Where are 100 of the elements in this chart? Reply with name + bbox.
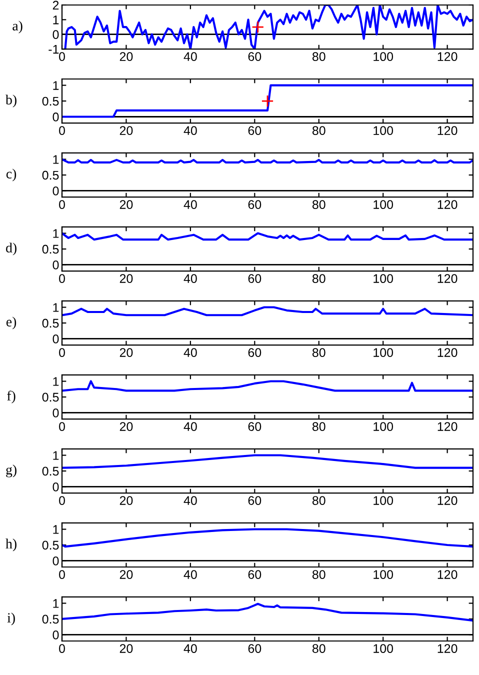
y-tick-label: 1 <box>53 81 59 90</box>
x-tick-label: 80 <box>312 200 326 209</box>
y-tick-label: 0 <box>52 186 59 196</box>
x-tick-label: 60 <box>248 570 262 579</box>
y-tick-label: 0.5 <box>42 244 59 254</box>
x-tick-label: 100 <box>374 644 394 653</box>
x-tick-label: 100 <box>374 348 394 357</box>
x-tick-label: 80 <box>312 570 326 579</box>
y-tick-label: 1 <box>53 599 59 608</box>
x-tick-label: 100 <box>374 52 394 62</box>
y-axis-title: i) <box>7 612 15 626</box>
x-tick-label: 0 <box>59 570 65 579</box>
y-tick-label: 0 <box>52 556 59 566</box>
x-tick-label: 40 <box>184 422 197 431</box>
x-tick-label: 40 <box>184 126 197 135</box>
x-tick-label: 40 <box>184 274 197 283</box>
y-tick-label: 1 <box>53 525 59 534</box>
x-tick-label: 120 <box>438 496 458 505</box>
x-tick-label: 60 <box>248 644 262 653</box>
y-tick-label: 0.5 <box>42 170 59 180</box>
x-tick-label: 0 <box>59 52 65 62</box>
y-tick-label: 0 <box>52 630 59 640</box>
x-tick-label: 20 <box>120 570 133 579</box>
x-tick-label: 0 <box>59 496 65 505</box>
x-tick-label: 60 <box>248 52 262 62</box>
y-tick-label: 2 <box>52 0 59 10</box>
y-tick-label: 1 <box>53 451 59 460</box>
x-tick-label: 120 <box>438 348 458 357</box>
y-tick-label: 1 <box>53 303 59 312</box>
x-tick-label: 100 <box>374 422 394 431</box>
y-tick-label: 0.5 <box>42 392 59 402</box>
line-series <box>62 454 473 469</box>
y-tick-label: 0.5 <box>42 540 59 550</box>
line-series <box>62 602 473 622</box>
y-axis-title: b) <box>6 94 16 108</box>
x-tick-label: 120 <box>438 570 458 579</box>
x-tick-label: 120 <box>438 200 458 209</box>
x-tick-label: 20 <box>120 126 133 135</box>
x-tick-label: 80 <box>312 644 326 653</box>
y-tick-label: 0 <box>52 112 59 122</box>
y-axis-title: g) <box>6 464 16 478</box>
x-tick-label: 40 <box>184 200 197 209</box>
x-tick-label: 0 <box>59 126 65 135</box>
line-series <box>62 528 473 548</box>
x-tick-label: 20 <box>120 52 133 62</box>
x-tick-label: 100 <box>374 126 394 135</box>
x-tick-label: 0 <box>59 422 65 431</box>
x-tick-label: 120 <box>438 126 458 135</box>
x-tick-label: 20 <box>120 274 133 283</box>
x-tick-label: 40 <box>184 570 197 579</box>
x-tick-label: 120 <box>438 422 458 431</box>
line-series <box>64 5 473 50</box>
x-tick-label: 80 <box>312 496 326 505</box>
x-tick-label: 60 <box>248 348 262 357</box>
x-tick-label: 40 <box>184 348 197 357</box>
y-tick-label: 0 <box>52 30 59 40</box>
y-axis-title: d) <box>6 242 16 256</box>
y-tick-label: 0 <box>52 482 59 492</box>
x-tick-label: 80 <box>312 52 326 62</box>
y-tick-label: 0 <box>52 260 59 270</box>
x-tick-label: 40 <box>184 644 197 653</box>
x-tick-label: 100 <box>374 200 394 209</box>
y-tick-label: 0 <box>52 334 59 344</box>
x-tick-label: 60 <box>248 422 262 431</box>
x-tick-label: 20 <box>120 200 133 209</box>
x-tick-label: 120 <box>438 644 458 653</box>
y-tick-label: -1 <box>48 44 59 54</box>
y-tick-label: 0.5 <box>42 466 59 476</box>
x-tick-label: 60 <box>248 200 262 209</box>
line-series <box>62 232 473 241</box>
y-tick-label: 1 <box>53 16 59 24</box>
x-tick-label: 120 <box>438 52 458 62</box>
x-tick-label: 20 <box>120 644 133 653</box>
x-tick-label: 80 <box>312 126 326 135</box>
x-tick-label: 60 <box>248 496 262 505</box>
y-tick-label: 1 <box>53 155 59 164</box>
x-tick-label: 0 <box>59 274 65 283</box>
y-axis-title: c) <box>6 168 16 182</box>
x-tick-label: 80 <box>312 274 326 283</box>
y-tick-label: 0.5 <box>42 318 59 328</box>
x-tick-label: 20 <box>120 348 133 357</box>
y-axis-title: f) <box>7 390 16 404</box>
x-tick-label: 40 <box>184 52 197 62</box>
y-axis-title: a) <box>12 20 22 34</box>
x-tick-label: 60 <box>248 274 262 283</box>
x-tick-label: 20 <box>120 422 133 431</box>
x-tick-label: 120 <box>438 274 458 283</box>
x-tick-label: 60 <box>248 126 262 135</box>
y-axis-title: e) <box>6 316 16 330</box>
y-tick-label: 1 <box>53 229 59 238</box>
x-tick-label: 40 <box>184 496 197 505</box>
x-tick-label: 80 <box>312 422 326 431</box>
x-tick-label: 100 <box>374 570 394 579</box>
x-tick-label: 100 <box>374 274 394 283</box>
y-tick-label: 0.5 <box>42 614 59 624</box>
y-tick-label: 0.5 <box>42 96 59 106</box>
x-tick-label: 0 <box>59 348 65 357</box>
x-tick-label: 80 <box>312 348 326 357</box>
x-tick-label: 0 <box>59 200 65 209</box>
y-axis-title: h) <box>6 538 16 552</box>
